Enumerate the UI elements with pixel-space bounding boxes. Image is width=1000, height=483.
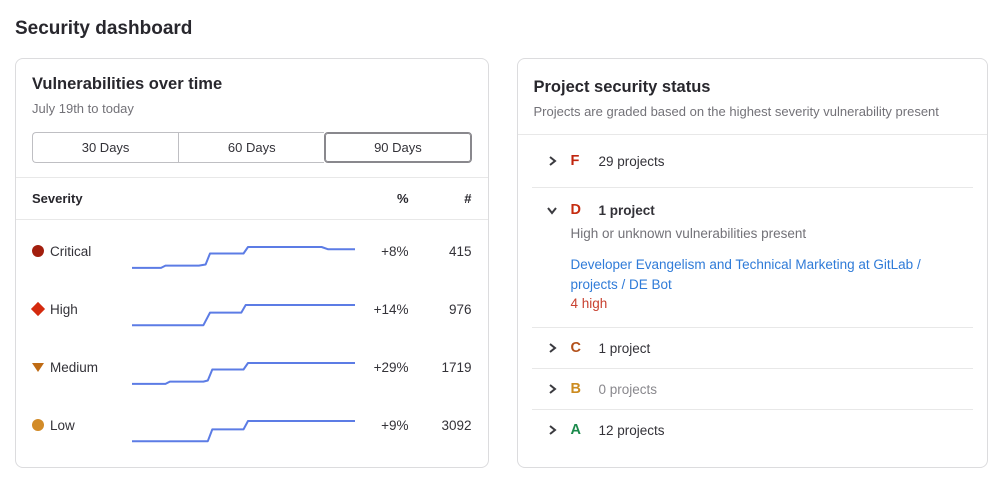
divider bbox=[531, 327, 973, 329]
vuln-panel-title: Vulnerabilities over time bbox=[32, 75, 223, 93]
grade-letter-f: F bbox=[570, 153, 580, 169]
severity-row-high: High +14% 976 bbox=[16, 280, 488, 338]
low-trend-sparkline bbox=[132, 420, 355, 443]
grade-project-count: 1 project bbox=[598, 340, 651, 356]
page-title: Security dashboard bbox=[15, 18, 193, 39]
grade-row-b[interactable]: B 0 projects bbox=[518, 369, 988, 409]
severity-row-critical: Critical +8% 415 bbox=[16, 222, 488, 280]
severity-label: Critical bbox=[50, 243, 92, 259]
status-panel-title: Project security status bbox=[533, 78, 711, 96]
divider bbox=[16, 219, 488, 220]
grade-row-d[interactable]: D 1 project bbox=[518, 188, 988, 222]
divider bbox=[16, 177, 488, 178]
vulnerability-count-value: 415 bbox=[448, 243, 472, 259]
medium-trend-sparkline bbox=[132, 362, 355, 385]
grade-letter-b: B bbox=[570, 381, 581, 398]
percent-change-value: +8% bbox=[381, 243, 409, 259]
divider bbox=[517, 134, 987, 135]
low-severity-icon bbox=[32, 419, 44, 431]
count-column-header: # bbox=[464, 191, 472, 206]
severity-column-header: Severity bbox=[32, 191, 83, 206]
severity-table-header: Severity % # bbox=[16, 178, 488, 219]
percent-change-value: +14% bbox=[373, 301, 409, 317]
chevron-right-icon[interactable] bbox=[546, 155, 558, 167]
grade-d-description: High or unknown vulnerabilities present bbox=[570, 226, 807, 241]
grade-row-c[interactable]: C 1 project bbox=[518, 328, 988, 368]
grade-project-count: 12 projects bbox=[598, 422, 665, 438]
project-security-status-panel: Project security status Projects are gra… bbox=[516, 58, 988, 468]
critical-trend-sparkline bbox=[132, 246, 355, 269]
grade-row-a[interactable]: A 12 projects bbox=[518, 410, 988, 450]
security-dashboard-page: Security dashboard Vulnerabilities over … bbox=[15, 18, 988, 468]
critical-severity-icon bbox=[32, 245, 44, 257]
grade-d-detail: High or unknown vulnerabilities present … bbox=[518, 222, 988, 327]
percent-column-header: % bbox=[396, 191, 409, 206]
vuln-panel-date-range: July 19th to today bbox=[32, 101, 134, 116]
chevron-right-icon[interactable] bbox=[546, 342, 558, 354]
chevron-down-icon[interactable] bbox=[546, 204, 558, 216]
day-range-button-group: 30 Days 60 Days 90 Days bbox=[32, 132, 472, 163]
range-button-60-days[interactable]: 60 Days bbox=[178, 132, 325, 163]
divider bbox=[531, 187, 973, 188]
grade-letter-d: D bbox=[570, 202, 581, 218]
medium-severity-icon bbox=[32, 362, 44, 372]
high-severity-icon bbox=[30, 301, 46, 317]
status-panel-subtitle: Projects are graded based on the highest… bbox=[533, 104, 939, 119]
high-finding-count: 4 high bbox=[570, 296, 608, 312]
severity-label: Low bbox=[50, 417, 75, 433]
grade-letter-c: C bbox=[570, 340, 581, 357]
chevron-right-icon[interactable] bbox=[546, 424, 558, 436]
range-button-30-days[interactable]: 30 Days bbox=[32, 132, 179, 163]
high-trend-sparkline bbox=[132, 304, 355, 327]
grade-project-count: 1 project bbox=[598, 202, 655, 218]
grade-letter-a: A bbox=[570, 422, 581, 439]
severity-label: High bbox=[50, 301, 78, 317]
severity-label: Medium bbox=[50, 359, 99, 375]
range-button-90-days[interactable]: 90 Days bbox=[324, 132, 472, 163]
chevron-right-icon[interactable] bbox=[546, 383, 558, 395]
grade-section-d: D 1 project High or unknown vulnerabilit… bbox=[518, 188, 988, 327]
severity-row-medium: Medium +29% 1719 bbox=[16, 338, 488, 396]
grade-project-count: 29 projects bbox=[598, 153, 665, 169]
vulnerability-count-value: 3092 bbox=[441, 417, 472, 433]
divider bbox=[531, 368, 973, 370]
grade-project-count: 0 projects bbox=[598, 381, 658, 397]
project-link[interactable]: Developer Evangelism and Technical Marke… bbox=[570, 257, 921, 292]
vulnerability-count-value: 976 bbox=[448, 301, 472, 317]
vulnerability-count-value: 1719 bbox=[441, 359, 472, 375]
vulnerabilities-over-time-panel: Vulnerabilities over time July 19th to t… bbox=[15, 58, 489, 468]
percent-change-value: +9% bbox=[381, 417, 409, 433]
percent-change-value: +29% bbox=[373, 359, 409, 375]
divider bbox=[531, 409, 973, 411]
severity-row-low: Low +9% 3092 bbox=[16, 396, 488, 454]
grade-row-f[interactable]: F 29 projects bbox=[518, 135, 988, 187]
